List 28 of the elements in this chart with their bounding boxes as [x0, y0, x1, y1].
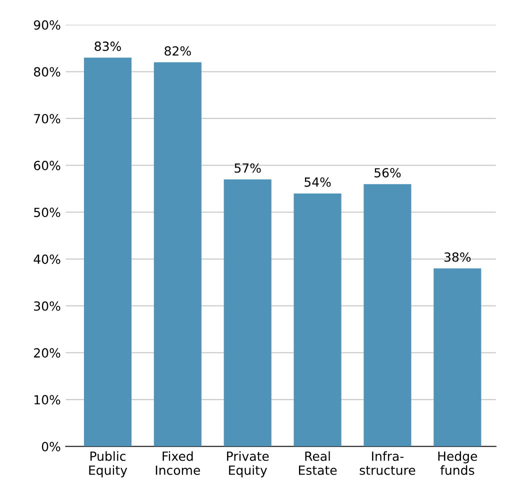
x-tick-label: Real Estate	[298, 451, 337, 475]
data-label: 57%	[234, 163, 261, 173]
y-tick-label: 40%	[34, 254, 60, 264]
data-label: 56%	[374, 168, 401, 178]
bar	[434, 268, 482, 446]
y-tick-label: 0%	[42, 442, 60, 452]
y-tick-label: 80%	[34, 67, 60, 77]
x-tick-label: Infra- structure	[360, 451, 416, 475]
bar	[154, 62, 202, 446]
data-label: 54%	[304, 177, 331, 187]
bar	[294, 193, 342, 446]
x-tick-label: Private Equity	[227, 451, 269, 478]
y-tick-label: 20%	[34, 348, 60, 358]
bar	[224, 179, 272, 446]
y-tick-label: 70%	[34, 114, 60, 124]
x-tick-label: Hedge funds	[438, 451, 478, 475]
bar	[84, 58, 132, 446]
y-tick-label: 90%	[34, 20, 60, 30]
bar	[364, 184, 412, 446]
y-tick-label: 60%	[34, 160, 60, 170]
data-label: 82%	[164, 46, 191, 56]
x-tick-label: Public Equity	[89, 451, 128, 478]
x-tick-label: Fixed Income	[156, 451, 200, 475]
y-tick-label: 30%	[34, 301, 60, 311]
y-tick-label: 10%	[34, 395, 60, 404]
data-label: 83%	[94, 42, 121, 52]
data-label: 38%	[444, 252, 471, 262]
y-tick-label: 50%	[34, 208, 60, 218]
